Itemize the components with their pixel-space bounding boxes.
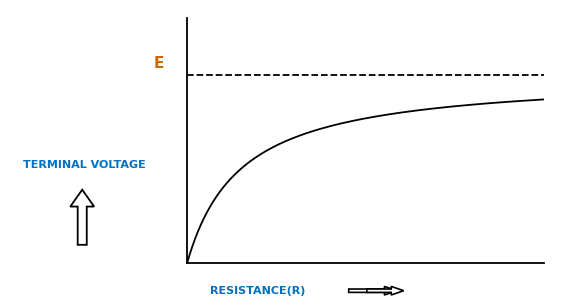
Text: TERMINAL VOLTAGE: TERMINAL VOLTAGE	[23, 160, 145, 170]
Text: RESISTANCE(R): RESISTANCE(R)	[210, 286, 305, 296]
Text: E: E	[153, 56, 164, 71]
